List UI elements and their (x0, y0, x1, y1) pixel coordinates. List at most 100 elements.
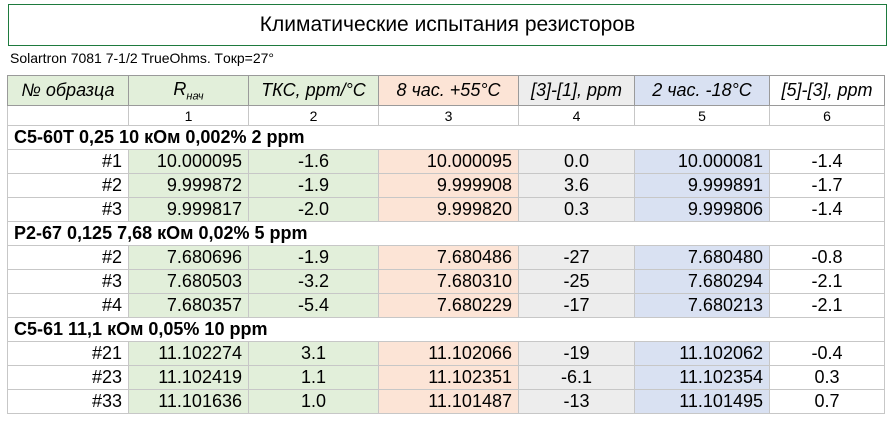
group-label[interactable]: С5-60Т 0,25 10 кОм 0,002% 2 ppm (7, 125, 379, 150)
column-number[interactable]: 5 (634, 105, 770, 126)
diff-3-1-cell[interactable]: -13 (518, 389, 635, 414)
tcr-cell[interactable]: 1.1 (248, 365, 379, 390)
column-number-empty[interactable] (7, 105, 129, 126)
tcr-cell[interactable]: 1.0 (248, 389, 379, 414)
table-row: #33 11.101636 1.0 11.101487 -13 11.101495 0.7 (7, 389, 885, 414)
header-diff-3-1[interactable]: [3]-[1], ppm (518, 75, 635, 106)
diff-5-3-cell[interactable]: -2.1 (769, 269, 885, 294)
group-empty-cell[interactable] (378, 221, 519, 246)
group-empty-cell[interactable] (634, 125, 770, 150)
diff-5-3-cell[interactable]: -1.7 (769, 173, 885, 198)
sample-id-cell[interactable]: #4 (7, 293, 129, 318)
r-8h-55c-cell[interactable]: 10.000095 (378, 149, 519, 174)
diff-5-3-cell[interactable]: 0.3 (769, 365, 885, 390)
r-8h-55c-cell[interactable]: 7.680486 (378, 245, 519, 270)
diff-5-3-cell[interactable]: -0.8 (769, 245, 885, 270)
tcr-cell[interactable]: -3.2 (248, 269, 379, 294)
diff-3-1-cell[interactable]: -19 (518, 341, 635, 366)
header-tcr[interactable]: ТКС, ppm/°C (248, 75, 379, 106)
header-8h-55c[interactable]: 8 час. +55°C (378, 75, 519, 106)
r-2h-minus18c-cell[interactable]: 7.680480 (634, 245, 770, 270)
diff-3-1-cell[interactable]: -27 (518, 245, 635, 270)
group-empty-cell[interactable] (634, 317, 770, 342)
diff-5-3-cell[interactable]: -1.4 (769, 197, 885, 222)
group-empty-cell[interactable] (518, 125, 635, 150)
tcr-cell[interactable]: -1.6 (248, 149, 379, 174)
r-initial-cell[interactable]: 11.102419 (128, 365, 249, 390)
tcr-cell[interactable]: -1.9 (248, 173, 379, 198)
diff-5-3-cell[interactable]: -0.4 (769, 341, 885, 366)
r-initial-cell[interactable]: 7.680503 (128, 269, 249, 294)
tcr-cell[interactable]: -5.4 (248, 293, 379, 318)
r-8h-55c-cell[interactable]: 7.680310 (378, 269, 519, 294)
sample-id-cell[interactable]: #21 (7, 341, 129, 366)
column-number[interactable]: 3 (378, 105, 519, 126)
tcr-cell[interactable]: -1.9 (248, 245, 379, 270)
diff-3-1-cell[interactable]: -6.1 (518, 365, 635, 390)
sample-id-cell[interactable]: #3 (7, 197, 129, 222)
group-empty-cell[interactable] (378, 125, 519, 150)
column-number[interactable]: 2 (248, 105, 379, 126)
r-initial-cell[interactable]: 7.680696 (128, 245, 249, 270)
diff-5-3-cell[interactable]: -2.1 (769, 293, 885, 318)
column-number[interactable]: 6 (769, 105, 885, 126)
r-initial-cell[interactable]: 10.000095 (128, 149, 249, 174)
group-empty-cell[interactable] (769, 221, 885, 246)
group-label[interactable]: Р2-67 0,125 7,68 кОм 0,02% 5 ppm (7, 221, 379, 246)
tcr-cell[interactable]: -2.0 (248, 197, 379, 222)
instrument-note[interactable]: Solartron 7081 7-1/2 TrueOhms. Tокр=27° (10, 50, 275, 66)
diff-3-1-cell[interactable]: 0.0 (518, 149, 635, 174)
diff-3-1-cell[interactable]: 3.6 (518, 173, 635, 198)
r-initial-cell[interactable]: 7.680357 (128, 293, 249, 318)
sample-id-cell[interactable]: #23 (7, 365, 129, 390)
group-empty-cell[interactable] (378, 317, 519, 342)
sample-id-cell[interactable]: #1 (7, 149, 129, 174)
column-number[interactable]: 1 (128, 105, 249, 126)
group-empty-cell[interactable] (769, 125, 885, 150)
column-number[interactable]: 4 (518, 105, 635, 126)
r-2h-minus18c-cell[interactable]: 11.102354 (634, 365, 770, 390)
table-row: #21 11.102274 3.1 11.102066 -19 11.102062 -0.4 (7, 341, 885, 366)
header-diff-5-3[interactable]: [5]-[3], ppm (769, 75, 885, 106)
r-2h-minus18c-cell[interactable]: 9.999891 (634, 173, 770, 198)
group-label[interactable]: С5-61 11,1 кОм 0,05% 10 ppm (7, 317, 379, 342)
group-header-row: С5-61 11,1 кОм 0,05% 10 ppm (7, 317, 885, 342)
diff-3-1-cell[interactable]: -25 (518, 269, 635, 294)
group-empty-cell[interactable] (518, 221, 635, 246)
r-initial-cell[interactable]: 9.999872 (128, 173, 249, 198)
r-8h-55c-cell[interactable]: 9.999908 (378, 173, 519, 198)
header-r-initial[interactable]: Rнач (128, 75, 249, 106)
table-row: #3 7.680503 -3.2 7.680310 -25 7.680294 -2.1 (7, 269, 885, 294)
r-8h-55c-cell[interactable]: 11.101487 (378, 389, 519, 414)
r-8h-55c-cell[interactable]: 11.102066 (378, 341, 519, 366)
table-row: #3 9.999817 -2.0 9.999820 0.3 9.999806 -1.4 (7, 197, 885, 222)
r-initial-cell[interactable]: 9.999817 (128, 197, 249, 222)
r-8h-55c-cell[interactable]: 7.680229 (378, 293, 519, 318)
sample-id-cell[interactable]: #33 (7, 389, 129, 414)
header-sample[interactable]: № образца (7, 75, 129, 106)
r-2h-minus18c-cell[interactable]: 11.101495 (634, 389, 770, 414)
r-initial-cell[interactable]: 11.102274 (128, 341, 249, 366)
r-2h-minus18c-cell[interactable]: 7.680294 (634, 269, 770, 294)
group-empty-cell[interactable] (518, 317, 635, 342)
r-2h-minus18c-cell[interactable]: 10.000081 (634, 149, 770, 174)
diff-5-3-cell[interactable]: -1.4 (769, 149, 885, 174)
sample-id-cell[interactable]: #3 (7, 269, 129, 294)
r-8h-55c-cell[interactable]: 9.999820 (378, 197, 519, 222)
r-2h-minus18c-cell[interactable]: 9.999806 (634, 197, 770, 222)
r-2h-minus18c-cell[interactable]: 7.680213 (634, 293, 770, 318)
sample-id-cell[interactable]: #2 (7, 173, 129, 198)
sheet-title[interactable]: Климатические испытания резисторов (8, 4, 887, 46)
group-header-row: Р2-67 0,125 7,68 кОм 0,02% 5 ppm (7, 221, 885, 246)
r-initial-cell[interactable]: 11.101636 (128, 389, 249, 414)
diff-3-1-cell[interactable]: 0.3 (518, 197, 635, 222)
sample-id-cell[interactable]: #2 (7, 245, 129, 270)
group-empty-cell[interactable] (634, 221, 770, 246)
header-2h-minus18c[interactable]: 2 час. -18°C (634, 75, 770, 106)
tcr-cell[interactable]: 3.1 (248, 341, 379, 366)
group-empty-cell[interactable] (769, 317, 885, 342)
diff-3-1-cell[interactable]: -17 (518, 293, 635, 318)
r-8h-55c-cell[interactable]: 11.102351 (378, 365, 519, 390)
r-2h-minus18c-cell[interactable]: 11.102062 (634, 341, 770, 366)
diff-5-3-cell[interactable]: 0.7 (769, 389, 885, 414)
